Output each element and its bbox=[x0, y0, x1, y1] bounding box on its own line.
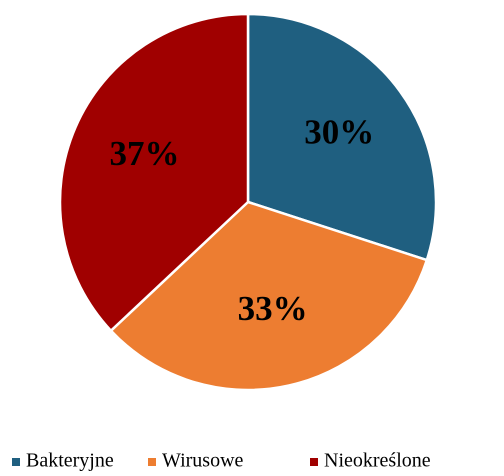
legend-label: Bakteryjne bbox=[26, 450, 114, 472]
pie-slice bbox=[58, 12, 250, 333]
data-label: 30% bbox=[304, 113, 374, 152]
legend-marker bbox=[12, 458, 20, 466]
pie-slice bbox=[109, 200, 429, 392]
data-label: 37% bbox=[109, 134, 179, 173]
pie-slice bbox=[246, 12, 438, 262]
legend-marker bbox=[148, 458, 156, 466]
legend-marker bbox=[310, 458, 318, 466]
legend-label: Wirusowe bbox=[162, 450, 244, 472]
legend-label: Nieokreślone bbox=[324, 450, 431, 472]
data-label: 33% bbox=[238, 289, 308, 328]
